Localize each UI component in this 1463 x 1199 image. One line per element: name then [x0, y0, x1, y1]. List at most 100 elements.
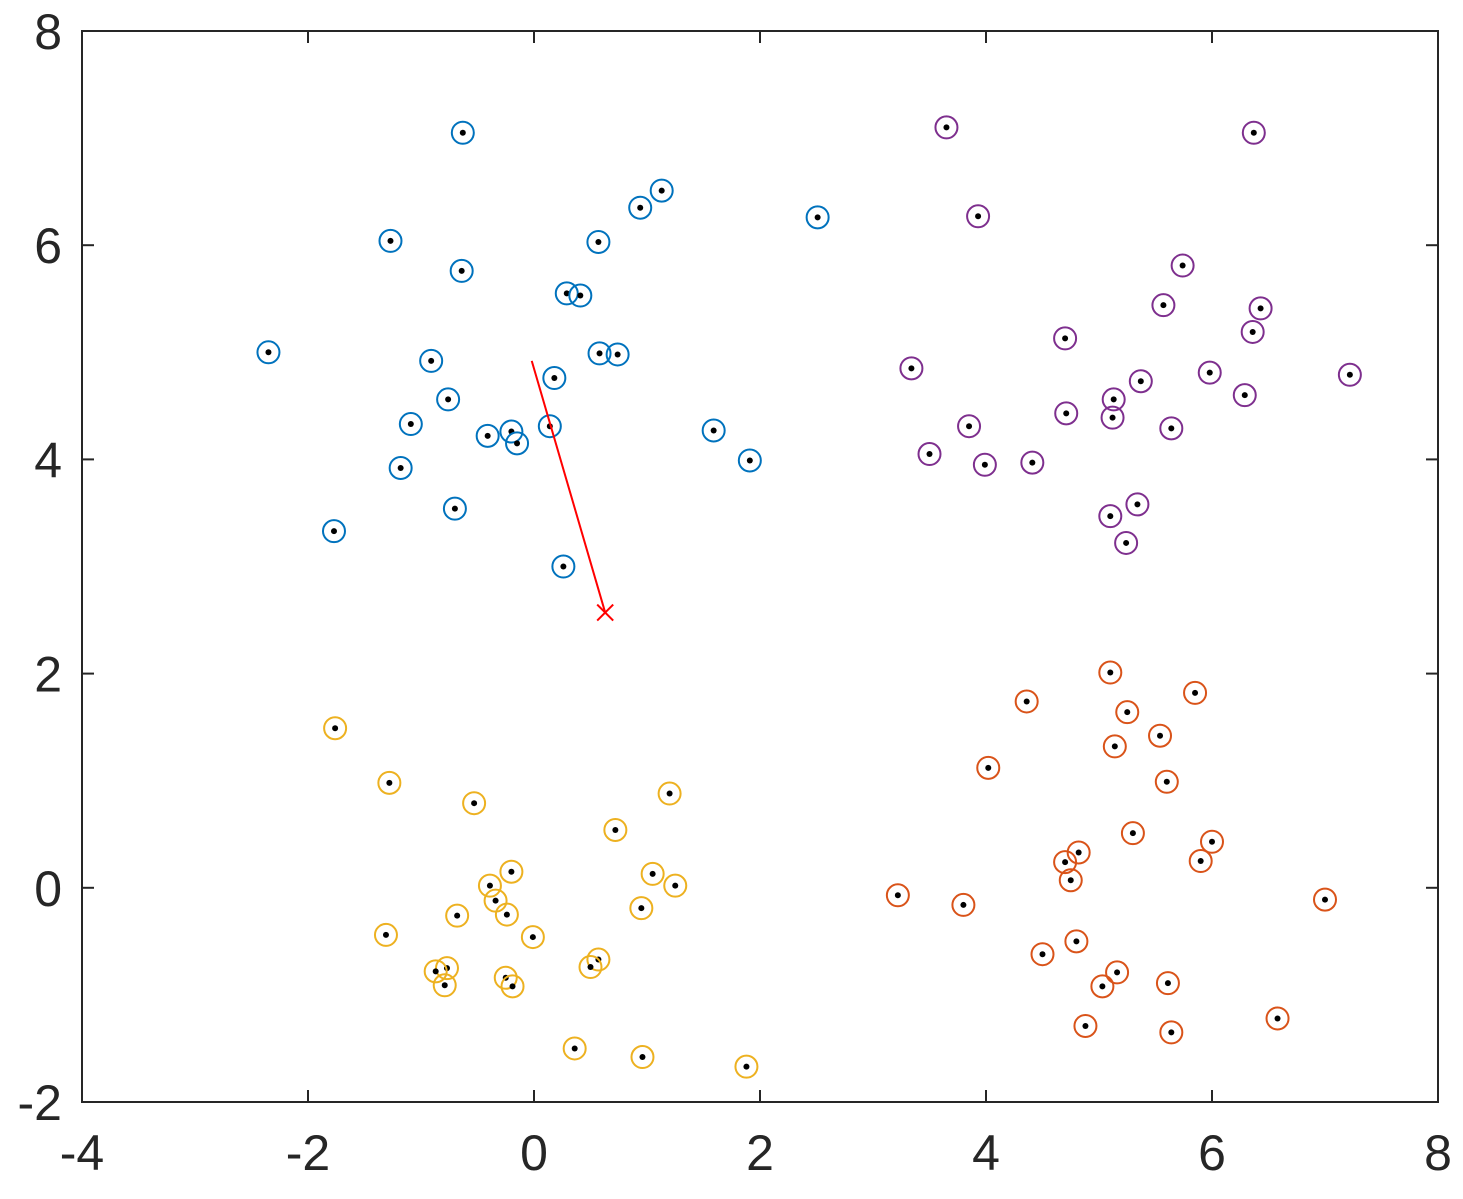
data-point: [908, 365, 915, 372]
data-point: [1346, 371, 1353, 378]
cluster-marker: [1120, 821, 1145, 846]
cluster-marker: [1105, 960, 1130, 985]
data-point: [503, 911, 510, 918]
data-point: [1062, 335, 1069, 342]
data-point: [1067, 877, 1074, 884]
cluster-marker: [1148, 723, 1173, 748]
data-point: [551, 375, 558, 382]
cluster-marker: [321, 519, 346, 544]
cluster-marker: [885, 883, 910, 908]
series-1: [256, 120, 830, 579]
data-point: [330, 528, 337, 535]
cluster-marker: [586, 229, 611, 254]
cluster-marker: [499, 859, 524, 884]
data-point: [1029, 459, 1036, 466]
data-point: [1129, 830, 1136, 837]
cluster-marker: [500, 974, 525, 999]
cluster-marker: [1183, 680, 1208, 705]
data-point: [428, 357, 435, 364]
x-tick-label: 0: [520, 1125, 548, 1181]
data-point: [1124, 709, 1131, 716]
data-point: [1107, 669, 1114, 676]
data-point: [960, 901, 967, 908]
data-point: [1134, 501, 1141, 508]
cluster-marker: [475, 423, 500, 448]
data-point: [985, 764, 992, 771]
y-tick-label: 4: [34, 432, 62, 488]
data-point: [509, 983, 516, 990]
data-point: [1137, 378, 1144, 385]
cluster-marker: [966, 204, 991, 229]
data-point: [1023, 698, 1030, 705]
y-tick-label: 8: [34, 4, 62, 60]
data-point: [1062, 859, 1069, 866]
data-point: [1274, 1015, 1281, 1022]
cluster-marker: [423, 959, 448, 984]
axes-box: [81, 30, 1439, 1103]
cluster-marker: [462, 791, 487, 816]
cluster-marker: [499, 419, 524, 444]
data-point: [492, 897, 499, 904]
cluster-marker: [1090, 974, 1115, 999]
cluster-marker: [388, 455, 413, 480]
data-point: [981, 461, 988, 468]
cluster-marker: [323, 716, 348, 741]
data-point: [1209, 838, 1215, 845]
cluster-marker: [1098, 660, 1123, 685]
cluster-marker: [398, 412, 423, 437]
data-series: [256, 115, 1362, 1079]
data-point: [407, 421, 414, 428]
cluster-marker: [1241, 120, 1266, 145]
data-point: [1257, 305, 1264, 312]
cluster-marker: [578, 955, 603, 980]
data-point: [571, 1045, 578, 1052]
data-point: [1110, 396, 1117, 403]
cluster-marker: [551, 554, 576, 579]
data-point: [563, 290, 570, 297]
data-point: [432, 968, 439, 975]
cluster-marker: [1020, 450, 1045, 475]
data-point: [612, 826, 619, 833]
data-point: [614, 351, 621, 358]
data-point: [445, 396, 452, 403]
data-point: [1111, 743, 1118, 750]
data-point: [926, 451, 933, 458]
cluster-marker: [1101, 387, 1126, 412]
cluster-marker: [373, 922, 398, 947]
data-point: [577, 292, 584, 299]
data-point: [1157, 732, 1164, 739]
data-point: [332, 725, 339, 732]
data-point: [1082, 1022, 1089, 1029]
data-point: [508, 868, 515, 875]
cluster-marker: [419, 348, 444, 373]
cluster-marker: [1102, 734, 1127, 759]
cluster-marker: [1159, 416, 1184, 441]
cluster-marker: [657, 781, 682, 806]
series-2: [885, 660, 1337, 1045]
cluster-marker: [1073, 1013, 1098, 1038]
cluster-marker: [1014, 689, 1039, 714]
path-line: [530, 360, 607, 613]
cluster-marker: [976, 755, 1001, 780]
cluster-marker: [568, 283, 593, 308]
path-end-x-marker: [596, 603, 614, 622]
cluster-marker: [450, 120, 475, 145]
data-point: [596, 350, 603, 357]
data-point: [1123, 539, 1130, 546]
data-point: [894, 892, 901, 899]
cluster-marker: [917, 442, 942, 467]
data-point: [1163, 778, 1170, 785]
cluster-marker: [1240, 319, 1265, 344]
data-point: [710, 427, 717, 434]
cluster-marker: [449, 258, 474, 283]
cluster-marker: [537, 414, 562, 439]
cluster-marker: [1248, 296, 1273, 321]
cluster-marker: [494, 902, 519, 927]
cluster-marker: [734, 1054, 759, 1079]
cluster-marker: [377, 770, 402, 795]
cluster-marker: [1115, 700, 1140, 725]
cluster-marker: [432, 973, 457, 998]
cluster-marker: [378, 228, 403, 253]
